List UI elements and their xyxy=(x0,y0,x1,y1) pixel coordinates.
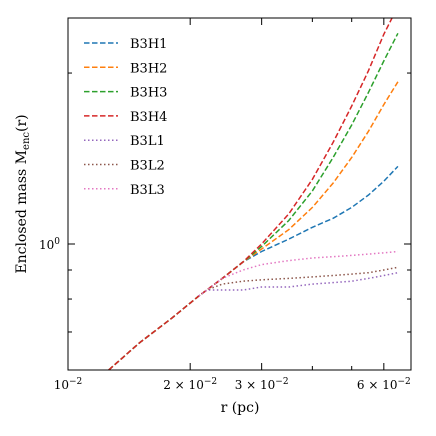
legend-label: B3L3 xyxy=(130,183,165,198)
x-axis-label: r (pc) xyxy=(221,400,260,416)
legend-item-b3h4: B3H4 xyxy=(84,110,167,125)
x-tick-label: 3 × 10−2 xyxy=(235,377,289,392)
x-tick-label-exp: −2 xyxy=(69,377,82,387)
legend-label: B3L1 xyxy=(130,134,165,149)
x-tick-label: 6 × 10−2 xyxy=(357,377,411,392)
y-axis-label-tail: (r) xyxy=(14,114,30,132)
legend-item-b3l2: B3L2 xyxy=(84,159,165,174)
x-tick-label-base: 10 xyxy=(54,378,69,392)
x-tick-label-exp: −2 xyxy=(275,377,288,387)
legend-label: B3H3 xyxy=(130,86,167,101)
legend-label: B3L2 xyxy=(130,159,165,174)
x-tick-label: 10−2 xyxy=(54,377,83,392)
legend-label: B3H2 xyxy=(130,61,167,76)
x-tick-label: 2 × 10−2 xyxy=(163,377,217,392)
x-tick-label-base: 2 × 10 xyxy=(163,378,204,392)
series-line-b3h4 xyxy=(108,18,393,370)
legend: B3H1 B3H2 B3H3 B3H4 B3L1 B3L2 B3L3 xyxy=(84,37,167,198)
series-line-b3h3 xyxy=(108,32,399,370)
series-line-b3h1 xyxy=(108,165,399,370)
x-tick-label-base: 3 × 10 xyxy=(235,378,276,392)
y-axis-label: Enclosed mass Menc(r) xyxy=(14,114,32,273)
y-axis-label-main: Enclosed mass M xyxy=(14,150,30,274)
legend-label: B3H1 xyxy=(130,37,167,52)
y-tick-label-exp: 0 xyxy=(54,237,60,247)
legend-item-b3h2: B3H2 xyxy=(84,61,167,76)
series-line-b3h2 xyxy=(108,81,399,370)
legend-item-b3h3: B3H3 xyxy=(84,86,167,101)
legend-item-b3h1: B3H1 xyxy=(84,37,167,52)
series-layer xyxy=(108,18,399,370)
legend-item-b3l3: B3L3 xyxy=(84,183,165,198)
series-line-b3l2 xyxy=(198,266,399,297)
x-tick-label-base: 6 × 10 xyxy=(357,378,398,392)
x-tick-label-exp: −2 xyxy=(204,377,217,387)
y-tick-label: 100 xyxy=(39,237,60,252)
series-line-b3l3 xyxy=(198,250,398,297)
plot-frame xyxy=(67,17,412,371)
y-tick-label-base: 10 xyxy=(39,238,54,252)
series-line-b3l1 xyxy=(198,271,399,297)
x-tick-label-exp: −2 xyxy=(397,377,410,387)
legend-label: B3H4 xyxy=(130,110,167,125)
y-axis-label-sub: enc xyxy=(21,132,32,150)
legend-item-b3l1: B3L1 xyxy=(84,134,165,149)
